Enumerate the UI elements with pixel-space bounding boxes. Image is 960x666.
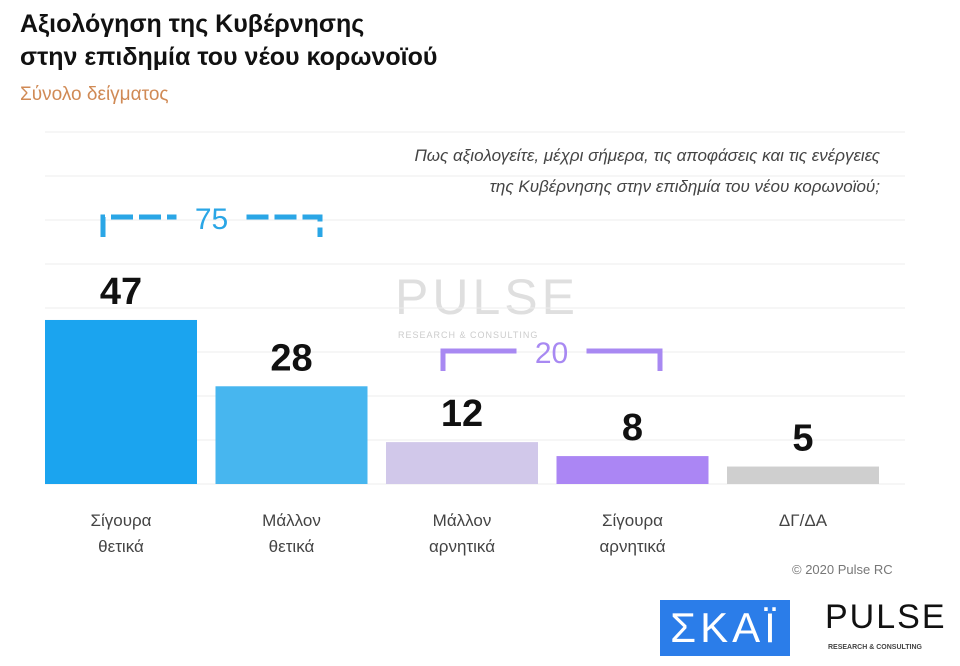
chart-title: Αξιολόγηση της Κυβέρνησης στην επιδημία τ… (20, 8, 437, 74)
category-label: ΔΓ/ΔΑ (779, 511, 828, 530)
data-label: 5 (792, 418, 813, 460)
category-label: θετικά (98, 537, 144, 556)
category-label: θετικά (269, 537, 315, 556)
question-line-1: Πως αξιολογείτε, μέχρι σήμερα, τις αποφά… (414, 146, 880, 165)
bar (45, 319, 197, 484)
copyright: © 2020 Pulse RC (792, 562, 893, 577)
pulse-logo-text: PULSE (825, 598, 947, 636)
category-label: αρνητικά (429, 537, 495, 556)
group-bracket (440, 348, 663, 371)
watermark-sub: RESEARCH & CONSULTING (398, 330, 539, 340)
title-line-2: στην επιδημία του νέου κορωνοϊού (20, 43, 438, 71)
pulse-logo-sub: RESEARCH & CONSULTING (828, 644, 922, 651)
data-label: 47 (100, 271, 142, 313)
group-bracket (100, 214, 323, 237)
question-line-2: της Κυβέρνησης στην επιδημία του νέου κο… (489, 177, 880, 196)
bar (727, 466, 879, 484)
pulse-logo: PULSE RESEARCH & CONSULTING (800, 598, 950, 660)
data-label: 28 (270, 337, 312, 379)
title-line-1: Αξιολόγηση της Κυβέρνησης (20, 10, 365, 38)
category-label: Μάλλον (433, 511, 492, 530)
category-label: Σίγουρα (90, 511, 151, 530)
watermark-logo: PULSE (395, 269, 579, 325)
category-label: Μάλλον (262, 511, 321, 530)
category-label: αρνητικά (599, 537, 665, 556)
bar (215, 386, 368, 484)
data-label: 8 (622, 407, 643, 449)
chart-subtitle: Σύνολο δείγματος (20, 84, 169, 105)
bar (386, 442, 538, 484)
group-total-label: 75 (195, 203, 228, 236)
bar (556, 456, 709, 484)
group-total-label: 20 (535, 337, 568, 370)
skai-logo: ΣΚΑΪ (660, 600, 790, 656)
category-label: Σίγουρα (602, 511, 663, 530)
data-label: 12 (441, 393, 483, 435)
survey-question: Πως αξιολογείτε, μέχρι σήμερα, τις αποφά… (180, 140, 880, 202)
